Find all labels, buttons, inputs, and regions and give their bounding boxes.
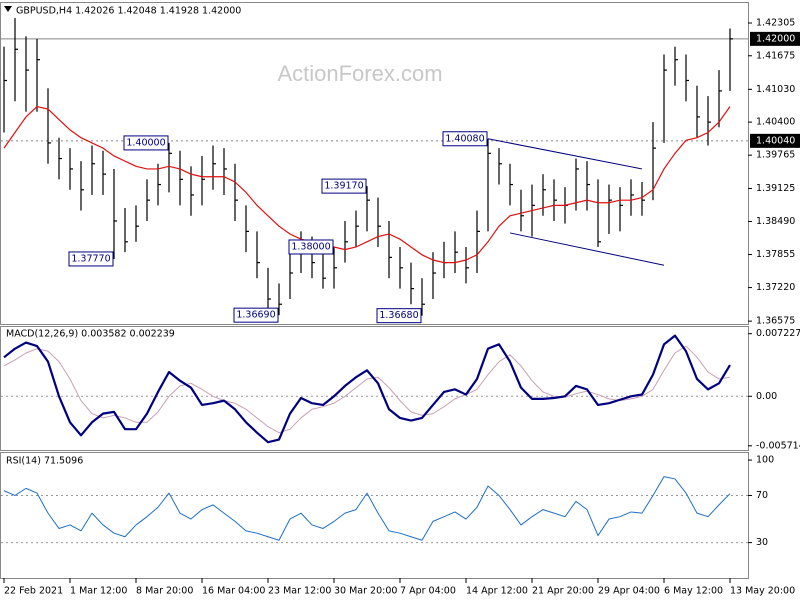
price-box-label: 1.40040	[756, 135, 795, 146]
price-annotation-box	[233, 307, 279, 323]
y-tick-label: 1.37855	[756, 249, 795, 260]
moving-average	[3, 105, 731, 264]
x-tick-label: 8 Mar 20:00	[136, 586, 193, 597]
macd-panel	[0, 326, 749, 451]
y-tick-label: 1.42305	[756, 17, 795, 28]
y-tick-label: 1.36575	[756, 316, 795, 327]
x-tick-label: 7 Apr 04:00	[400, 586, 456, 597]
price-annotation-box	[123, 135, 169, 151]
x-tick-label: 21 Apr 20:00	[532, 586, 594, 597]
price-annotation: 1.40000	[126, 137, 165, 148]
price-annotation-box	[442, 131, 488, 147]
price-box	[750, 133, 800, 148]
price-annotation: 1.39170	[324, 181, 363, 192]
price-annotation: 1.38000	[291, 241, 330, 252]
price-box	[750, 31, 800, 46]
price-annotation: 1.37770	[71, 253, 110, 264]
y-tick-label: 1.41675	[756, 50, 795, 61]
y-tick-label: 1.41030	[756, 84, 795, 95]
price-title: GBPUSD,H4 1.42026 1.42048 1.41928 1.4200…	[16, 6, 241, 17]
y-tick-label: 1.38490	[756, 216, 795, 227]
price-panel	[0, 2, 749, 325]
rsi-panel	[0, 452, 749, 579]
y-tick-label: 1.40400	[756, 117, 795, 128]
x-tick-label: 6 May 12:00	[664, 586, 723, 597]
price-annotation-box	[376, 308, 422, 324]
x-tick-label: 1 Mar 12:00	[70, 586, 127, 597]
trend-line	[509, 232, 665, 266]
x-tick-label: 22 Feb 2021	[4, 586, 63, 597]
indicator-line	[3, 476, 731, 541]
x-tick-label: 23 Mar 12:00	[268, 586, 331, 597]
macd-title: MACD(12,26,9) 0.003582 0.002239	[6, 329, 175, 340]
y-tick-label: 1.37220	[756, 282, 795, 293]
price-annotation: 1.36690	[236, 310, 275, 321]
x-tick-label: 30 Mar 20:00	[334, 586, 397, 597]
rsi-title: RSI(14) 71.5096	[6, 456, 83, 467]
x-tick-label: 13 May 20:00	[730, 586, 795, 597]
price-box-label: 1.42000	[756, 33, 795, 44]
y-tick-label: 30	[756, 537, 768, 548]
y-tick-label: 0.007227	[756, 328, 800, 339]
y-tick-label: 70	[756, 490, 768, 501]
indicator-line	[3, 334, 731, 444]
y-tick-label: 1.39765	[756, 150, 795, 161]
trend-line	[487, 138, 643, 170]
y-tick-label: 1.39125	[756, 183, 795, 194]
price-annotation-box	[68, 251, 114, 267]
indicator-line	[3, 345, 731, 434]
x-tick-label: 29 Apr 04:00	[598, 586, 660, 597]
price-annotation-box	[288, 239, 334, 255]
price-annotation: 1.40080	[445, 133, 484, 144]
x-tick-label: 16 Mar 04:00	[202, 586, 265, 597]
price-annotation-box	[321, 178, 367, 194]
watermark: ActionForex.com	[277, 61, 442, 86]
symbol-icon	[4, 6, 12, 12]
y-tick-label: 0.00	[756, 391, 777, 402]
y-tick-label: 100	[756, 455, 774, 466]
y-tick-label: -0.005714	[756, 440, 800, 451]
price-annotation: 1.36680	[379, 310, 418, 321]
x-tick-label: 14 Apr 12:00	[466, 586, 528, 597]
